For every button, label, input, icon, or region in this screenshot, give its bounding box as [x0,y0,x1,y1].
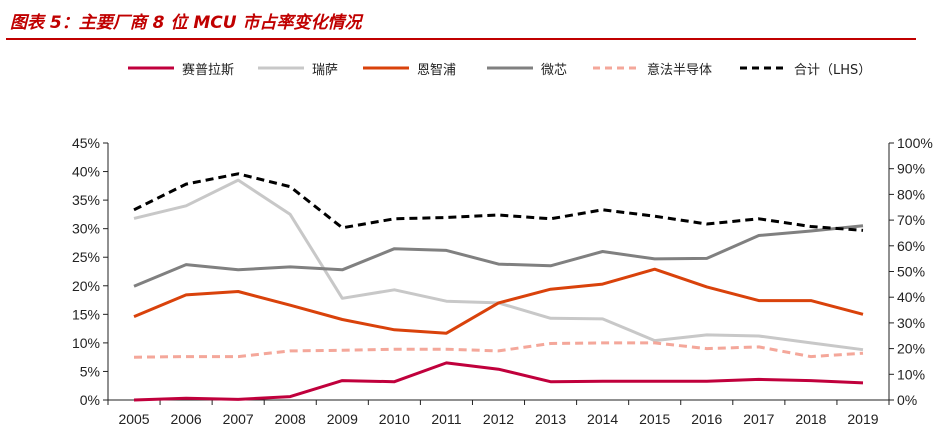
right-y-tick-label: 50% [897,264,925,280]
x-tick-label: 2010 [379,411,410,427]
right-y-tick-label: 90% [897,161,925,177]
series-line-silabs [133,267,864,335]
x-tick-label: 2012 [483,411,514,427]
x-tick-label: 2018 [795,411,826,427]
x-tick-label: 2016 [691,411,722,427]
legend-item-st: 意法半导体 [593,56,712,80]
x-tick-label: 2009 [327,411,358,427]
legend-item-total: 合计（LHS） [740,56,871,80]
left-y-tick-label: 40% [72,164,100,180]
legend-item-nxp: 恩智浦 [363,56,456,80]
x-tick-label: 2006 [171,411,202,427]
left-y-tick-label: 35% [72,192,100,208]
x-tick-label: 2017 [743,411,774,427]
legend-swatch-renesas [258,66,304,70]
right-y-tick-label: 60% [897,238,925,254]
left-y-tick-label: 20% [72,278,100,294]
legend-label-renesas: 瑞萨 [312,62,339,78]
left-y-tick-label: 10% [72,335,100,351]
legend: 赛普拉斯 瑞萨 恩智浦 微芯 意法半导体 合计（LHS） [0,56,933,80]
figure-title: 图表 5：主要厂商 8 位 MCU 市占率变化情况 [10,13,362,33]
left-y-tick-label: 5% [80,363,100,379]
x-tick-label: 2014 [587,411,618,427]
left-y-tick-label: 30% [72,221,100,237]
legend-label-microchip: 微芯 [541,62,568,78]
legend-label-cypress: 赛普拉斯 [182,62,235,78]
right-y-tick-label: 100% [897,135,933,151]
x-tick-label: 2007 [223,411,254,427]
legend-swatch-st [593,66,639,70]
series-line-microchip [133,224,864,288]
legend-label-st: 意法半导体 [647,62,713,78]
left-y-tick-label: 25% [72,249,100,265]
right-y-tick-label: 40% [897,289,925,305]
right-y-tick-label: 30% [897,315,925,331]
legend-swatch-microchip [487,66,533,70]
right-y-tick-label: 70% [897,212,925,228]
x-tick-label: 2005 [118,411,149,427]
legend-swatch-nxp [363,66,409,70]
x-tick-label: 2008 [275,411,306,427]
x-tick-label: 2011 [431,411,461,427]
legend-item-renesas: 瑞萨 [258,56,338,80]
header: 图表 5：主要厂商 8 位 MCU 市占率变化情况 [0,0,933,40]
right-y-tick-label: 80% [897,186,925,202]
right-y-tick-label: 0% [897,392,917,408]
left-y-tick-label: 0% [80,392,100,408]
legend-item-cypress: 赛普拉斯 [128,56,234,80]
legend-item-microchip: 微芯 [487,56,567,80]
legend-label-nxp: 恩智浦 [417,62,457,78]
x-tick-label: 2019 [847,411,878,427]
title-divider [6,38,916,40]
left-y-tick-label: 15% [72,306,100,322]
x-tick-label: 2013 [535,411,566,427]
right-y-tick-label: 20% [897,341,925,357]
legend-swatch-total [740,66,786,70]
left-y-tick-label: 45% [72,135,100,151]
legend-label-total: 合计（LHS） [794,62,872,78]
series-line-st [133,341,864,359]
series-line-cypress [133,361,864,402]
x-tick-label: 2015 [639,411,670,427]
legend-swatch-cypress [128,66,174,70]
right-y-tick-label: 10% [897,366,925,382]
